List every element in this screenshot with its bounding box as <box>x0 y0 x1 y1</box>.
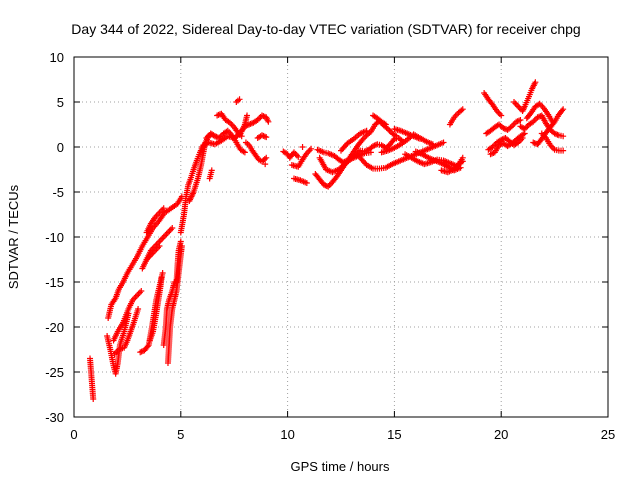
y-tick-label: -15 <box>45 275 64 290</box>
y-tick-label: 10 <box>50 50 64 65</box>
y-tick-label: -30 <box>45 410 64 425</box>
chart-title: Day 344 of 2022, Sidereal Day-to-day VTE… <box>71 21 580 37</box>
data-point <box>459 154 466 161</box>
y-tick-label: -25 <box>45 365 64 380</box>
data-point <box>208 167 215 174</box>
x-tick-label: 15 <box>387 427 401 442</box>
data-point <box>517 117 524 123</box>
data-point <box>459 106 466 113</box>
data-point <box>532 79 539 86</box>
x-tick-label: 5 <box>177 427 184 442</box>
data-point <box>159 270 166 276</box>
y-tick-label: 0 <box>57 140 64 155</box>
data-point <box>265 118 272 125</box>
x-tick-label: 10 <box>280 427 294 442</box>
data-point <box>363 127 370 134</box>
data-point <box>160 205 167 212</box>
data-point <box>560 106 567 113</box>
data-point <box>367 149 374 156</box>
data-point <box>262 161 269 168</box>
data-points <box>87 79 567 402</box>
data-point <box>550 120 557 127</box>
data-point <box>382 121 389 128</box>
data-point <box>560 147 567 154</box>
data-point <box>144 343 151 350</box>
y-axis-label: SDTVAR / TECUs <box>6 184 21 289</box>
data-point <box>244 112 251 119</box>
data-point <box>303 180 310 186</box>
data-point <box>169 225 176 231</box>
data-point <box>263 154 270 161</box>
data-point <box>156 243 163 249</box>
data-point <box>241 149 248 156</box>
x-axis-label: GPS time / hours <box>291 459 390 474</box>
data-point <box>295 153 302 160</box>
y-tick-label: -5 <box>52 185 64 200</box>
data-point <box>238 133 245 140</box>
data-point <box>560 133 567 140</box>
axes: 0 5 10 15 20 25 -30 -25 -20 -15 -10 -5 0 5 10 <box>45 50 615 442</box>
data-point <box>158 274 165 281</box>
data-point <box>390 137 397 144</box>
data-point <box>417 135 424 142</box>
y-tick-label: -20 <box>45 320 64 335</box>
x-tick-label: 0 <box>70 427 77 442</box>
data-point <box>440 139 447 146</box>
y-tick-label: -10 <box>45 230 64 245</box>
data-point <box>177 238 184 245</box>
data-point <box>138 288 145 294</box>
data-point <box>429 141 436 148</box>
x-tick-label: 25 <box>601 427 615 442</box>
data-point <box>90 396 97 402</box>
data-point <box>299 144 306 150</box>
data-point <box>236 96 243 103</box>
data-point <box>498 112 505 119</box>
data-point <box>308 145 315 152</box>
data-point <box>263 134 270 141</box>
data-point <box>135 306 142 312</box>
data-point <box>559 107 566 114</box>
y-tick-label: 5 <box>57 95 64 110</box>
x-tick-label: 20 <box>494 427 508 442</box>
